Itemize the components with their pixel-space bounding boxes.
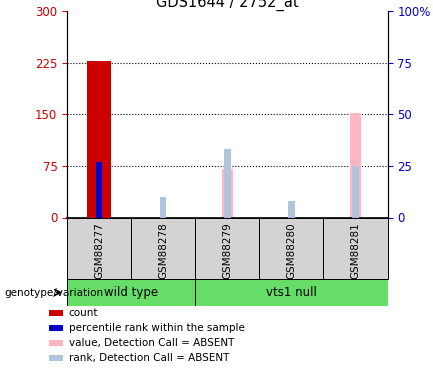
Bar [49,309,63,316]
Text: rank, Detection Call = ABSENT: rank, Detection Call = ABSENT [69,353,229,363]
Bar [131,217,195,279]
Bar [195,217,259,279]
Bar [87,62,111,217]
Bar [323,217,388,279]
Text: wild type: wild type [104,286,158,299]
Text: GSM88281: GSM88281 [350,222,361,279]
Title: GDS1644 / 2752_at: GDS1644 / 2752_at [156,0,299,11]
Bar [67,217,131,279]
Bar [67,279,195,306]
Text: vts1 null: vts1 null [266,286,317,299]
Text: GSM88277: GSM88277 [94,222,104,279]
Bar [288,201,294,217]
Bar [96,162,102,218]
Text: GSM88279: GSM88279 [222,222,233,279]
Bar [160,197,166,217]
Bar [259,217,323,279]
Bar [49,340,63,346]
Text: GSM88280: GSM88280 [286,222,297,279]
Bar [352,166,359,218]
Text: GSM88278: GSM88278 [158,222,168,279]
Text: value, Detection Call = ABSENT: value, Detection Call = ABSENT [69,338,234,348]
Bar [195,279,388,306]
Bar [350,113,361,218]
Bar [49,356,63,362]
Bar [49,325,63,331]
Bar [224,149,230,217]
Text: count: count [69,308,98,318]
Bar [222,170,233,217]
Text: percentile rank within the sample: percentile rank within the sample [69,323,245,333]
Text: genotype/variation: genotype/variation [4,288,103,297]
